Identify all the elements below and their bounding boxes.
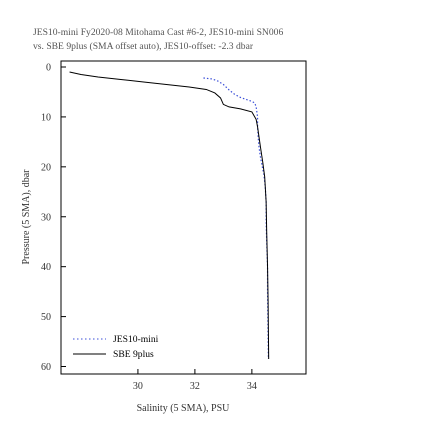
axis-ticks: 30 32 34 0 10 20 30 40 50 60 (41, 62, 257, 392)
x-tick-label: 32 (190, 381, 200, 392)
y-tick-label: 50 (41, 312, 51, 323)
y-tick-label: 10 (41, 112, 51, 123)
y-axis-label: Pressure (5 SMA), dbar (21, 169, 32, 265)
chart-title: JES10-mini Fy2020-08 Mitohama Cast #6-2,… (33, 27, 283, 52)
y-tick-label: 40 (41, 262, 51, 273)
legend-label-sbe-9plus: SBE 9plus (113, 349, 154, 360)
y-tick-label: 20 (41, 162, 51, 173)
y-tick-label: 30 (41, 212, 51, 223)
chart-title-line-1: JES10-mini Fy2020-08 Mitohama Cast #6-2,… (33, 27, 283, 38)
y-tick-label: 0 (46, 62, 51, 73)
series-layer (69, 71, 270, 360)
series-line-jes10-mini (203, 77, 269, 360)
y-tick-label: 60 (41, 362, 51, 373)
legend-label-jes10-mini: JES10-mini (113, 334, 159, 345)
legend: JES10-mini SBE 9plus (73, 334, 159, 360)
series-line-sbe-9plus (69, 71, 270, 360)
x-tick-label: 34 (247, 381, 257, 392)
x-tick-label: 30 (133, 381, 143, 392)
x-axis-label: Salinity (5 SMA), PSU (137, 403, 231, 414)
plot-area-frame (60, 60, 307, 375)
chart-title-line-2: vs. SBE 9plus (SMA offset auto), JES10-o… (33, 41, 254, 52)
